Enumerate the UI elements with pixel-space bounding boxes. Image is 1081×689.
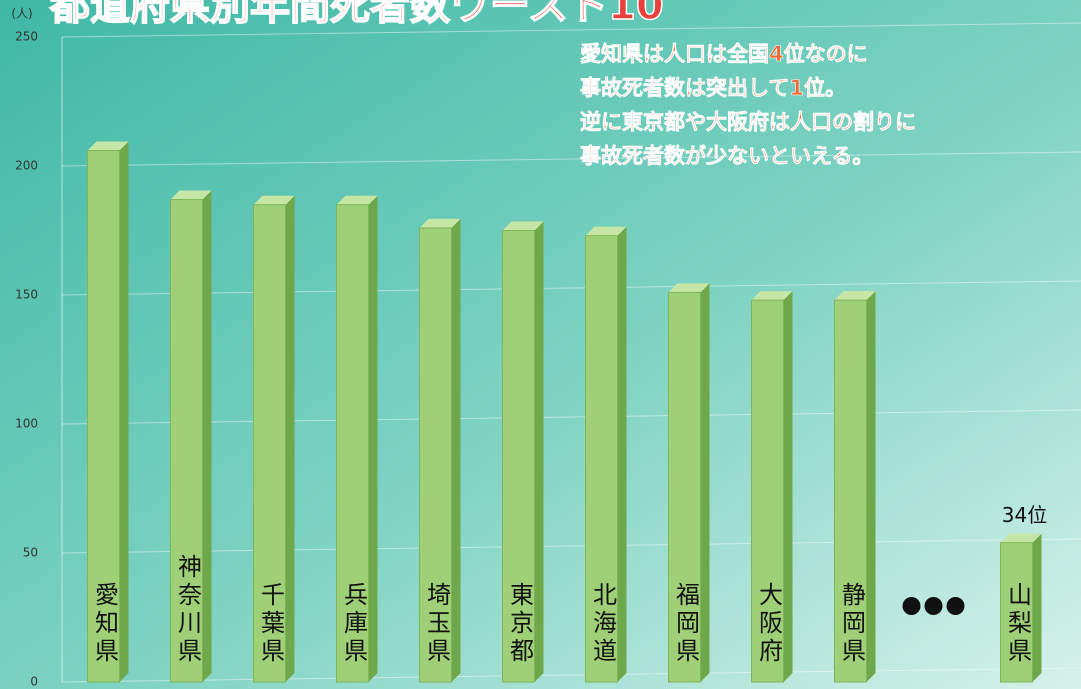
bar-side xyxy=(1032,533,1042,682)
bar-top xyxy=(502,221,544,231)
x-tick-label: 神奈川県 xyxy=(174,554,202,666)
bar-side xyxy=(285,195,295,682)
annotation: 愛知県は人口は全国4位なのに xyxy=(580,42,868,66)
annotation: 逆に東京都や大阪府は人口の割りに xyxy=(580,110,916,134)
bar xyxy=(170,199,203,683)
bar-top xyxy=(834,291,876,301)
bar xyxy=(253,204,286,683)
y-tick-label: 150 xyxy=(15,288,38,302)
grid-line xyxy=(61,22,1081,38)
x-tick-label: 静岡県 xyxy=(838,582,866,666)
y-tick-label: 200 xyxy=(15,159,38,173)
bar xyxy=(336,204,369,683)
gap-dot xyxy=(946,597,965,615)
grid-line xyxy=(61,667,1081,683)
grid-line xyxy=(61,280,1081,296)
bar-top xyxy=(336,195,378,205)
grid-line xyxy=(61,151,1081,167)
y-tick-label: 0 xyxy=(30,675,38,689)
bar xyxy=(502,230,535,683)
annotation: 事故死者数が少ないといえる。 xyxy=(580,144,873,168)
gap-dot xyxy=(924,597,943,615)
y-tick-label: 50 xyxy=(23,546,38,560)
chart-title: 都道府県別年間死者数ワースト10 xyxy=(49,0,664,29)
bar-top xyxy=(585,226,627,236)
annotation: 事故死者数は突出して1位。 xyxy=(580,76,846,100)
bar-side xyxy=(700,283,710,682)
x-tick-label: 大阪府 xyxy=(755,582,783,666)
y-unit: (人) xyxy=(11,7,32,21)
x-tick-label: 福岡県 xyxy=(672,582,700,666)
x-tick-label: 埼玉県 xyxy=(423,582,451,666)
bar-side xyxy=(534,221,544,682)
gap-dot xyxy=(902,597,921,615)
bar-side xyxy=(783,291,793,682)
bar-side xyxy=(202,190,212,683)
grid-line xyxy=(61,409,1081,425)
bar xyxy=(668,291,701,683)
rank-label: 34位 xyxy=(1002,503,1047,527)
y-tick-label: 250 xyxy=(15,30,38,44)
x-tick-label: 愛知県 xyxy=(91,582,119,666)
bar-side xyxy=(368,195,378,682)
bar-top xyxy=(751,291,793,301)
y-tick-label: 100 xyxy=(15,417,38,431)
x-tick-label: 千葉県 xyxy=(257,582,285,666)
bar-side xyxy=(119,141,129,682)
bar-side xyxy=(451,218,461,683)
bar-top xyxy=(1000,533,1042,543)
bar-top xyxy=(253,195,295,205)
bar xyxy=(419,227,452,683)
bar xyxy=(87,150,120,683)
bar-top xyxy=(419,218,461,228)
bar-top xyxy=(87,141,129,151)
x-tick-label: 東京都 xyxy=(506,582,534,666)
x-tick-label: 山梨県 xyxy=(1004,582,1032,666)
grid-line xyxy=(61,538,1081,554)
x-tick-label: 兵庫県 xyxy=(340,582,368,666)
bar xyxy=(1000,542,1033,683)
bar-side xyxy=(866,291,876,682)
bar-top xyxy=(170,190,212,200)
bar xyxy=(585,235,618,683)
bar xyxy=(834,299,867,683)
bar-side xyxy=(617,226,627,682)
x-tick-label: 北海道 xyxy=(589,582,617,666)
bar-top xyxy=(668,283,710,293)
bar xyxy=(751,299,784,683)
